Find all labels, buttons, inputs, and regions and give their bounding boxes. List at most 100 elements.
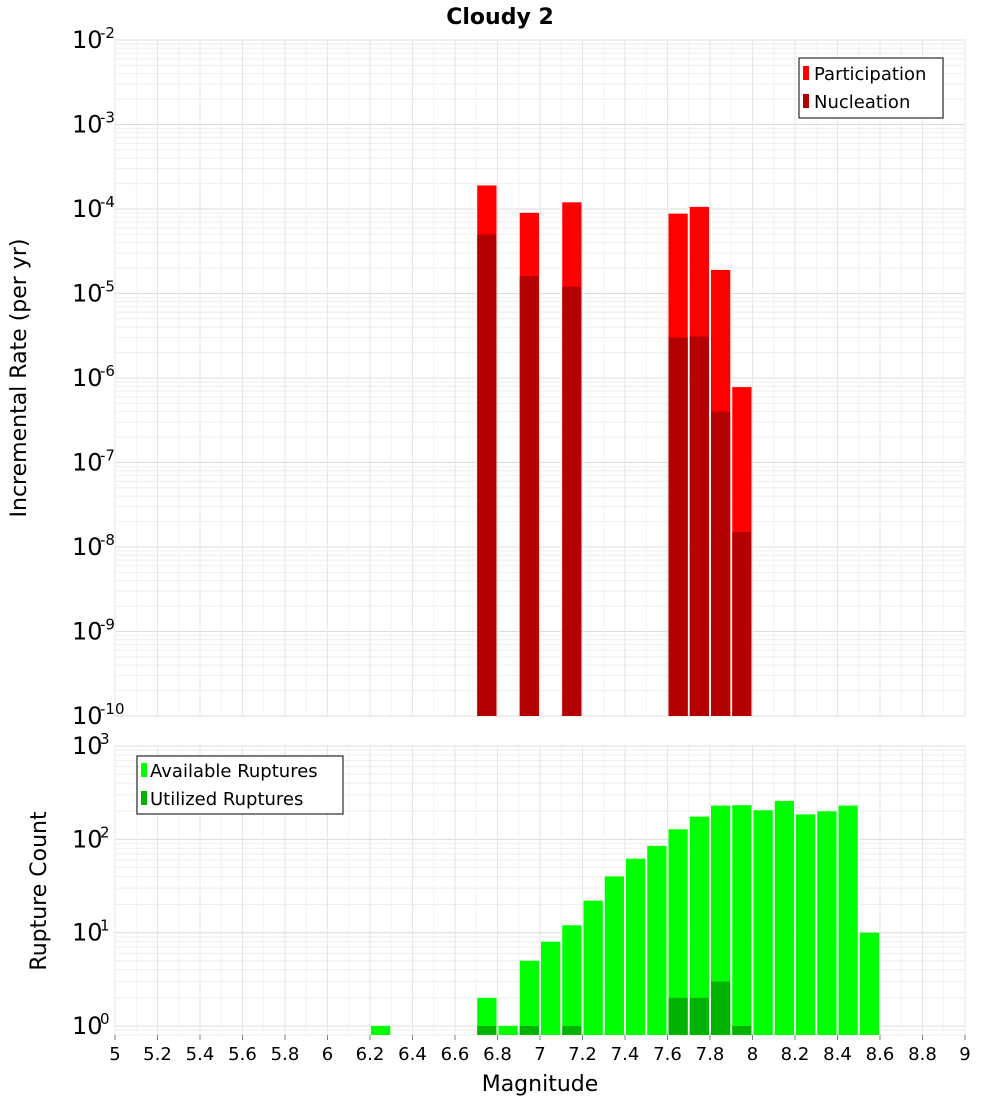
bottom-legend-box bbox=[136, 755, 344, 815]
legend-label-available: Available Ruptures bbox=[150, 761, 318, 782]
count-bar-available-ruptures bbox=[519, 960, 539, 1035]
rate-bar-nucleation bbox=[711, 411, 731, 716]
y-tick-exponent: 1 bbox=[100, 917, 110, 935]
y-tick-exponent: -4 bbox=[100, 193, 115, 211]
x-tick-label: 6.2 bbox=[356, 1044, 385, 1065]
x-tick-label: 7.6 bbox=[653, 1044, 682, 1065]
count-bar-available-ruptures bbox=[711, 805, 731, 1035]
count-bar-available-ruptures bbox=[859, 932, 879, 1035]
x-tick-label: 5 bbox=[109, 1044, 120, 1065]
y-tick-exponent: -7 bbox=[100, 447, 115, 465]
legend-swatch-available bbox=[141, 763, 147, 777]
x-tick-label: 7.4 bbox=[611, 1044, 640, 1065]
y-tick-exponent: -10 bbox=[100, 700, 125, 718]
y-tick-exponent: 3 bbox=[100, 730, 110, 748]
top-grid bbox=[114, 39, 966, 717]
x-tick-label: 5.6 bbox=[228, 1044, 257, 1065]
rate-bar-nucleation bbox=[668, 337, 688, 716]
bottom-y-axis-label: Rupture Count bbox=[27, 811, 52, 971]
count-bar-available-ruptures bbox=[689, 816, 709, 1035]
y-tick-label: 10 bbox=[72, 111, 103, 139]
y-tick-label: 10 bbox=[72, 702, 103, 730]
y-tick-label: 10 bbox=[72, 533, 103, 561]
count-bar-available-ruptures bbox=[477, 997, 497, 1035]
x-tick-label: 6.6 bbox=[441, 1044, 470, 1065]
x-tick-label: 8 bbox=[747, 1044, 758, 1065]
y-tick-label: 10 bbox=[72, 1012, 103, 1040]
count-bar-available-ruptures bbox=[371, 1025, 391, 1035]
x-tick-label: 8.4 bbox=[823, 1044, 852, 1065]
y-tick-label: 10 bbox=[72, 919, 103, 947]
count-bar-available-ruptures bbox=[541, 941, 561, 1035]
x-tick-label: 5.2 bbox=[143, 1044, 172, 1065]
count-bar-available-ruptures bbox=[732, 805, 752, 1035]
bottom-legend: Available Ruptures Utilized Ruptures bbox=[136, 755, 344, 815]
x-tick-label: 8.2 bbox=[781, 1044, 810, 1065]
x-tick-label: 8.6 bbox=[866, 1044, 895, 1065]
x-axis-label: Magnitude bbox=[482, 1072, 599, 1097]
count-bar-available-ruptures bbox=[774, 800, 794, 1035]
y-tick-label: 10 bbox=[72, 195, 103, 223]
x-tick-label: 7.2 bbox=[568, 1044, 597, 1065]
legend-label-nucleation: Nucleation bbox=[814, 92, 910, 113]
bottom-x-ticks: 5 5.2 5.4 5.6 5.8 6 6.2 6.4 6.6 6.8 7 7.2 7.4 7.6 7.8 8… bbox=[109, 1035, 971, 1065]
top-bars bbox=[477, 185, 752, 717]
count-bar-utilized-ruptures bbox=[689, 997, 709, 1035]
rate-bar-nucleation bbox=[519, 276, 539, 716]
top-y-axis-label: Incremental Rate (per yr) bbox=[7, 239, 32, 518]
count-bar-utilized-ruptures bbox=[519, 1025, 539, 1035]
count-bar-available-ruptures bbox=[668, 829, 688, 1035]
count-bar-available-ruptures bbox=[817, 811, 837, 1035]
count-bar-utilized-ruptures bbox=[562, 1025, 582, 1035]
y-tick-label: 10 bbox=[72, 280, 103, 308]
top-legend-box bbox=[798, 57, 944, 119]
y-tick-exponent: -6 bbox=[100, 362, 115, 380]
rate-bar-nucleation bbox=[689, 336, 709, 716]
rate-bar-nucleation bbox=[732, 532, 752, 716]
bottom-bars bbox=[371, 800, 879, 1035]
count-bar-utilized-ruptures bbox=[668, 997, 688, 1035]
count-bar-available-ruptures bbox=[838, 805, 858, 1035]
x-tick-label: 9 bbox=[959, 1044, 970, 1065]
top-legend: Participation Nucleation bbox=[798, 57, 944, 119]
y-tick-label: 10 bbox=[72, 449, 103, 477]
x-tick-label: 6 bbox=[322, 1044, 333, 1065]
count-bar-utilized-ruptures bbox=[732, 1025, 752, 1035]
y-tick-label: 10 bbox=[72, 618, 103, 646]
count-bar-utilized-ruptures bbox=[711, 981, 731, 1035]
y-tick-label: 10 bbox=[72, 732, 103, 760]
y-tick-exponent: -5 bbox=[100, 278, 115, 296]
count-bar-utilized-ruptures bbox=[477, 1025, 497, 1035]
legend-swatch-participation bbox=[803, 66, 809, 80]
y-tick-label: 10 bbox=[72, 825, 103, 853]
count-bar-available-ruptures bbox=[583, 900, 603, 1035]
y-tick-exponent: -3 bbox=[100, 109, 115, 127]
y-tick-label: 10 bbox=[72, 26, 103, 54]
y-tick-exponent: 0 bbox=[100, 1010, 110, 1028]
y-tick-exponent: -9 bbox=[100, 616, 115, 634]
x-tick-label: 8.8 bbox=[908, 1044, 937, 1065]
y-tick-exponent: -2 bbox=[100, 24, 115, 42]
count-bar-available-ruptures bbox=[796, 814, 816, 1035]
legend-swatch-nucleation bbox=[803, 94, 809, 108]
count-bar-available-ruptures bbox=[498, 1025, 518, 1035]
count-bar-available-ruptures bbox=[604, 876, 624, 1035]
legend-label-participation: Participation bbox=[814, 64, 926, 85]
x-tick-label: 7.8 bbox=[696, 1044, 725, 1065]
x-tick-label: 5.4 bbox=[186, 1044, 215, 1065]
y-tick-label: 10 bbox=[72, 364, 103, 392]
legend-label-utilized: Utilized Ruptures bbox=[150, 789, 303, 810]
x-tick-label: 7 bbox=[534, 1044, 545, 1065]
rate-bar-nucleation bbox=[562, 286, 582, 716]
count-bar-available-ruptures bbox=[647, 845, 667, 1035]
x-tick-label: 6.4 bbox=[398, 1044, 427, 1065]
rate-bar-nucleation bbox=[477, 234, 497, 717]
count-bar-available-ruptures bbox=[626, 858, 646, 1035]
count-bar-available-ruptures bbox=[562, 925, 582, 1035]
y-tick-exponent: 2 bbox=[100, 823, 110, 841]
x-tick-label: 6.8 bbox=[483, 1044, 512, 1065]
